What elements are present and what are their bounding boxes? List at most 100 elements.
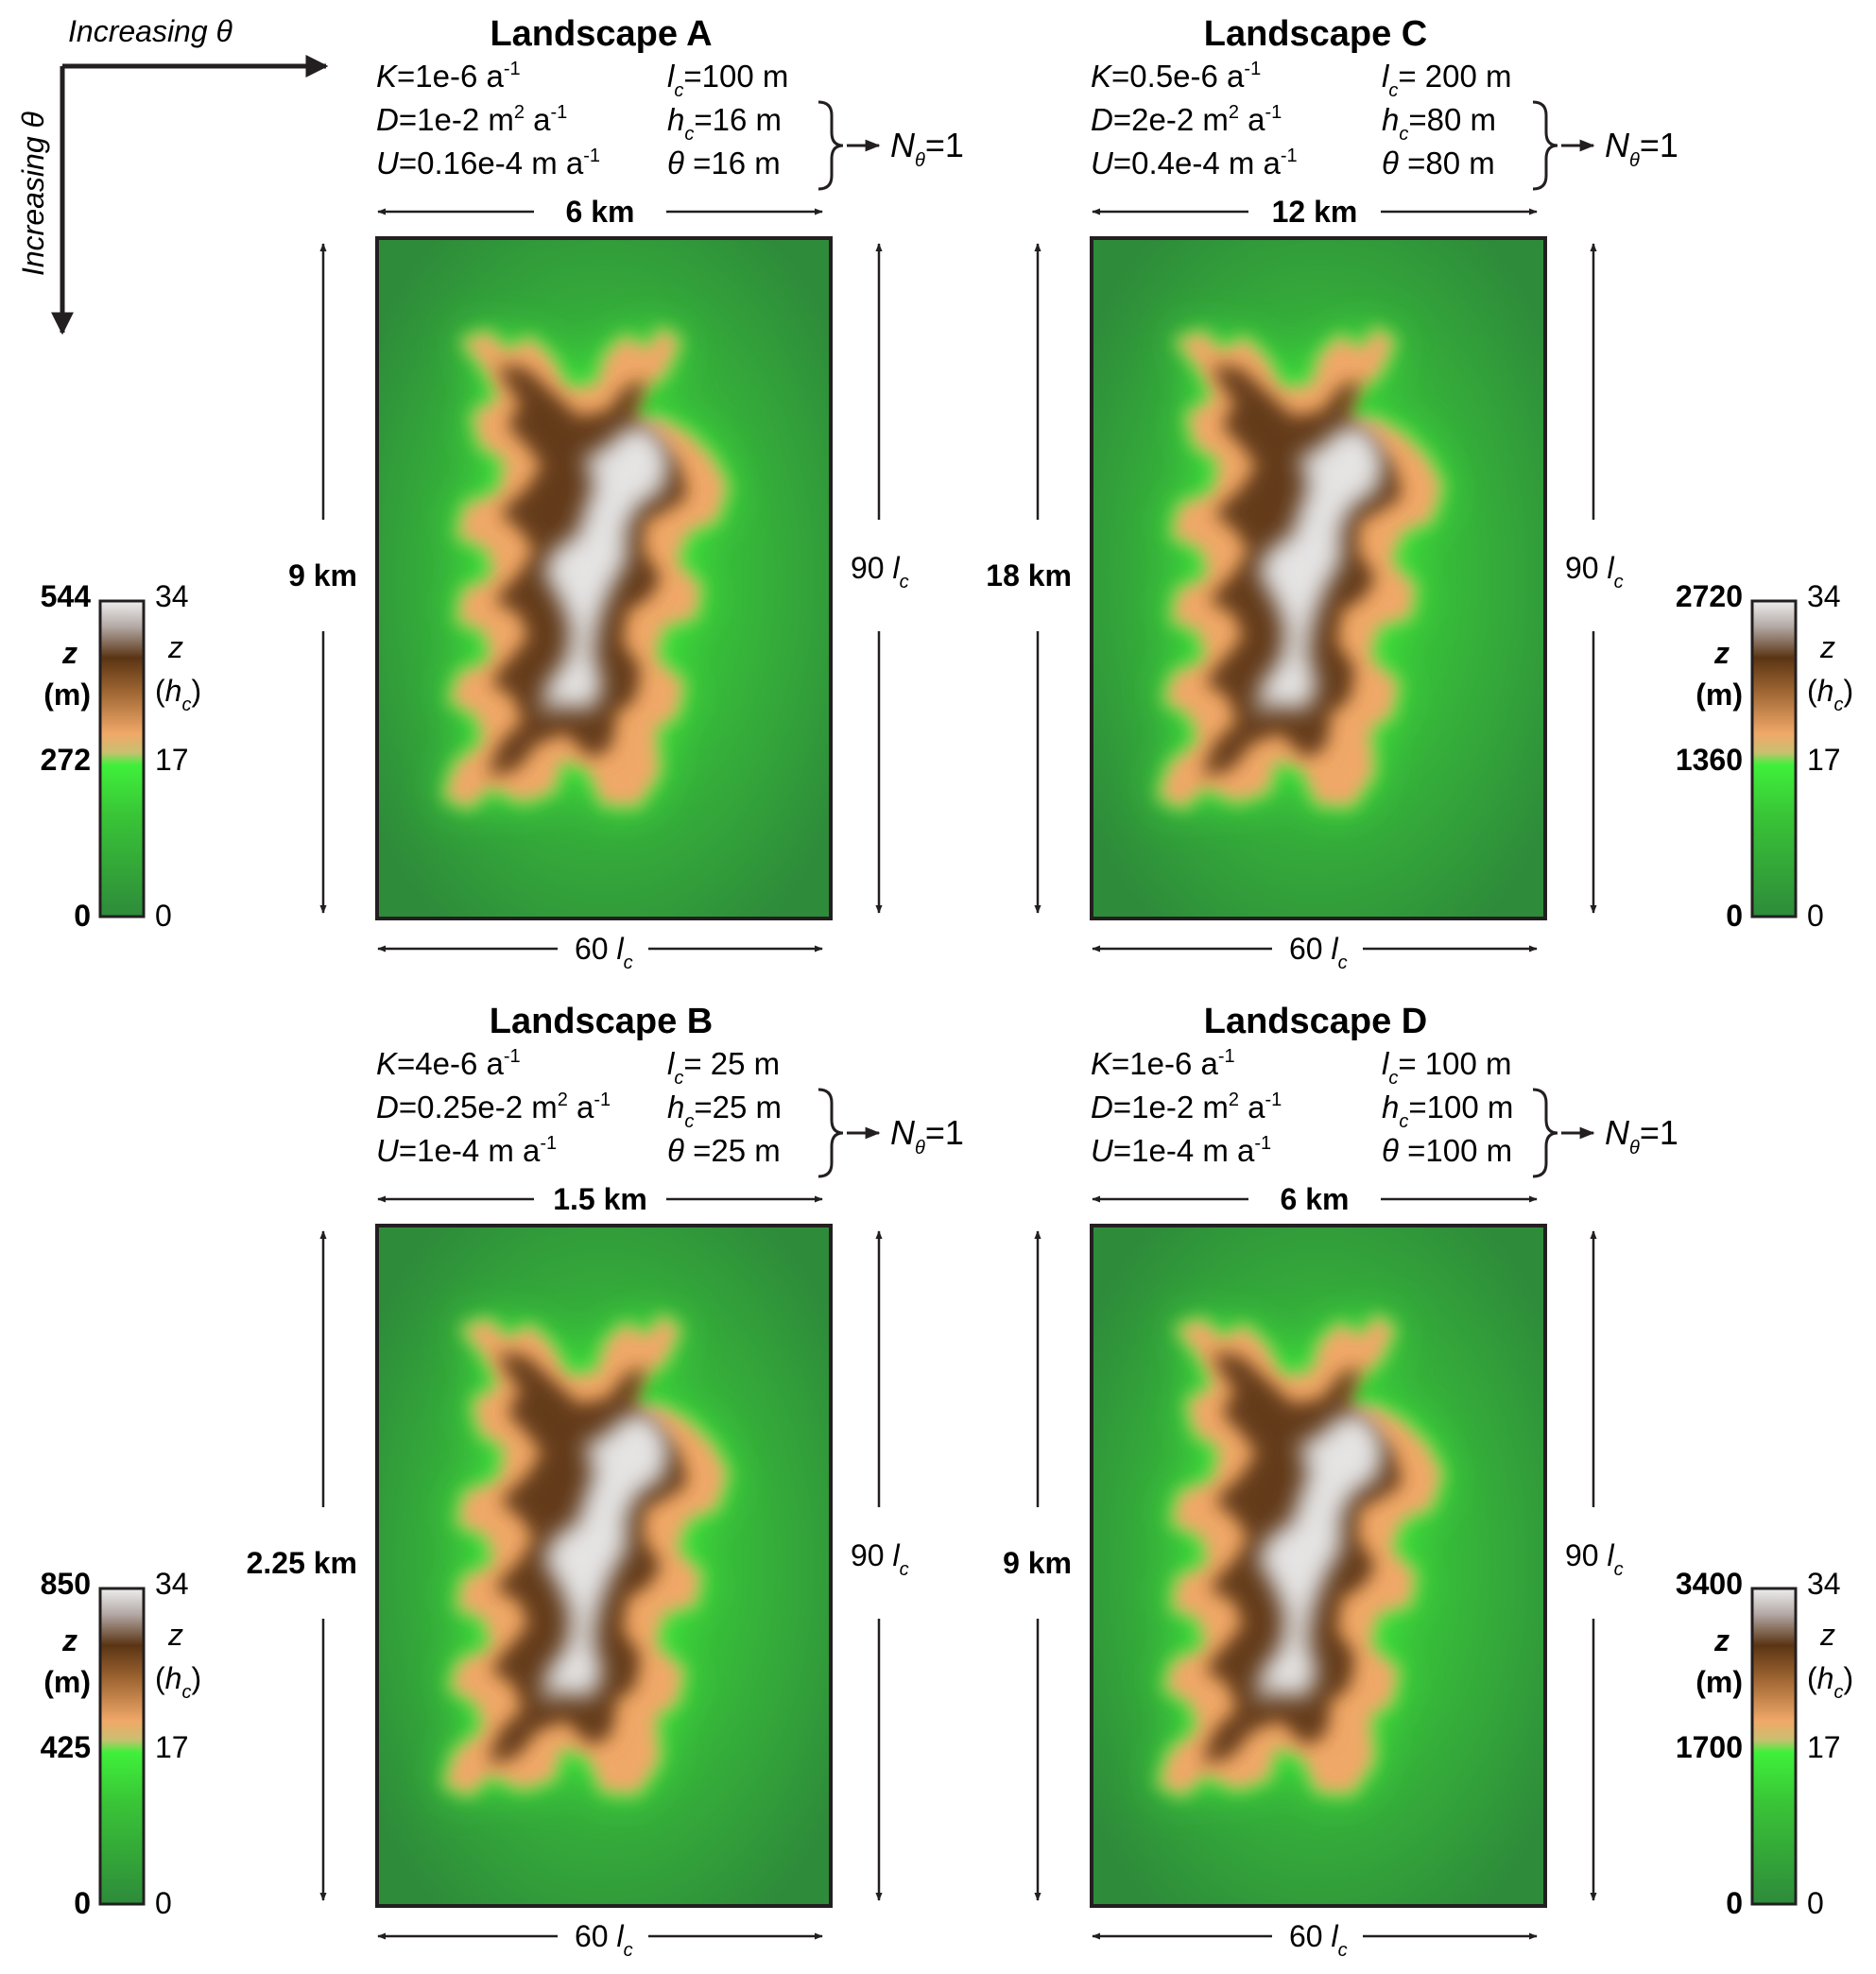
colorbar-hc-top-d: 34 (1807, 1567, 1841, 1601)
colorbar-z-bottom-a: 0 (74, 899, 91, 933)
colorbar-z-top-a: 544 (41, 579, 92, 613)
param-d-a: D=1e-2 m2 a-1 (376, 102, 567, 137)
colorbar-gradient-c (1750, 599, 1798, 918)
colorbar-z-bottom-d: 0 (1726, 1886, 1743, 1920)
landscape-panel-d: Landscape D K=1e-6 a-1 D=1e-2 m2 a-1 U=1e-4… (1003, 1002, 1678, 1961)
ntheta-d: Nθ=1 (1605, 1113, 1678, 1159)
width-label-c: 12 km (1272, 195, 1358, 229)
param-k-b: K=4e-6 a-1 (376, 1046, 521, 1081)
param-k-c: K=0.5e-6 a-1 (1091, 59, 1261, 94)
width-lc-label-a: 60 lc (575, 932, 633, 973)
param-theta-c: θ =80 m (1382, 146, 1495, 180)
colorbar-b: 850 425 0 z (m) 34 17 0 z (hc) (41, 1567, 202, 1920)
param-theta-d: θ =100 m (1382, 1133, 1512, 1168)
landscape-title-b: Landscape B (490, 1002, 714, 1041)
ntheta-b: Nθ=1 (890, 1113, 964, 1159)
brace-b (818, 1088, 844, 1178)
height-label-b: 2.25 km (247, 1546, 357, 1580)
brace-d (1532, 1088, 1558, 1178)
colorbar-gradient-a (98, 599, 146, 918)
colorbar-z-bottom-c: 0 (1726, 899, 1743, 933)
colorbar-z-mid-c: 1360 (1676, 743, 1743, 777)
elevation-map-d (1090, 1224, 1547, 1908)
colorbar-z-axis-d: z (1713, 1623, 1730, 1657)
colorbar-hc-unit-c: (hc) (1807, 674, 1853, 715)
colorbar-z-unit-d: (m) (1695, 1665, 1743, 1699)
colorbar-z-top-b: 850 (41, 1567, 91, 1601)
width-lc-label-d: 60 lc (1289, 1919, 1348, 1961)
colorbar-hc-top-c: 34 (1807, 579, 1841, 613)
elevation-map-a (375, 236, 833, 920)
colorbar-hc-axis-b: z (167, 1618, 183, 1652)
colorbar-hc-top-a: 34 (155, 579, 189, 613)
height-lc-label-c: 90 lc (1565, 551, 1624, 592)
param-hc-c: hc=80 m (1382, 102, 1496, 145)
horizontal-axis-label: Increasing θ (68, 14, 233, 48)
colorbar-hc-bottom-b: 0 (155, 1886, 172, 1920)
param-lc-b: lc= 25 m (667, 1046, 780, 1089)
width-label-b: 1.5 km (553, 1182, 647, 1216)
colorbar-z-top-c: 2720 (1676, 579, 1743, 613)
landscape-title-d: Landscape D (1204, 1002, 1428, 1041)
brace-c (1532, 100, 1558, 191)
width-lc-label-c: 60 lc (1289, 932, 1348, 973)
colorbar-z-bottom-b: 0 (74, 1886, 91, 1920)
colorbar-z-unit-b: (m) (43, 1665, 91, 1699)
colorbar-z-unit-a: (m) (43, 678, 91, 712)
colorbar-hc-top-b: 34 (155, 1567, 189, 1601)
brace-a (818, 100, 844, 191)
colorbar-hc-bottom-c: 0 (1807, 899, 1824, 933)
param-lc-a: lc=100 m (667, 59, 788, 101)
colorbar-hc-axis-a: z (167, 630, 183, 664)
width-label-d: 6 km (1281, 1182, 1350, 1216)
colorbar-hc-axis-c: z (1819, 630, 1835, 664)
param-theta-b: θ =25 m (667, 1133, 781, 1168)
landscape-panel-a: Landscape A K=1e-6 a-1 D=1e-2 m2 a-1 U=0.16… (288, 14, 964, 973)
elevation-map-c (1090, 236, 1547, 920)
param-hc-d: hc=100 m (1382, 1090, 1513, 1132)
colorbar-hc-mid-c: 17 (1807, 743, 1841, 777)
elevation-map-b (375, 1224, 833, 1908)
colorbar-c: 2720 1360 0 z (m) 34 17 0 z (hc) (1676, 579, 1853, 933)
colorbar-hc-mid-b: 17 (155, 1730, 189, 1764)
param-hc-a: hc=16 m (667, 102, 782, 145)
colorbar-gradient-b (98, 1587, 146, 1906)
height-lc-label-b: 90 lc (851, 1538, 909, 1580)
ntheta-a: Nθ=1 (890, 126, 964, 171)
width-lc-label-b: 60 lc (575, 1919, 633, 1961)
param-k-a: K=1e-6 a-1 (376, 59, 521, 94)
height-label-d: 9 km (1003, 1546, 1072, 1580)
param-lc-c: lc= 200 m (1382, 59, 1512, 101)
colorbar-z-axis-a: z (61, 636, 77, 670)
height-lc-label-d: 90 lc (1565, 1538, 1624, 1580)
landscape-panel-b: Landscape B K=4e-6 a-1 D=0.25e-2 m2 a-1 U=1… (247, 1002, 964, 1961)
height-label-c: 18 km (986, 558, 1072, 592)
param-theta-a: θ =16 m (667, 146, 781, 180)
colorbar-z-mid-a: 272 (41, 743, 91, 777)
ntheta-c: Nθ=1 (1605, 126, 1678, 171)
colorbar-a: 544 272 0 z (m) 34 17 0 z (hc) (41, 579, 202, 933)
colorbar-hc-mid-d: 17 (1807, 1730, 1841, 1764)
param-d-c: D=2e-2 m2 a-1 (1091, 102, 1282, 137)
param-u-b: U=1e-4 m a-1 (376, 1133, 557, 1168)
param-d-b: D=0.25e-2 m2 a-1 (376, 1090, 611, 1124)
height-lc-label-a: 90 lc (851, 551, 909, 592)
colorbar-hc-unit-b: (hc) (155, 1661, 201, 1703)
colorbar-z-unit-c: (m) (1695, 678, 1743, 712)
colorbar-z-top-d: 3400 (1676, 1567, 1743, 1601)
param-lc-d: lc= 100 m (1382, 1046, 1512, 1089)
colorbar-gradient-d (1750, 1587, 1798, 1906)
param-k-d: K=1e-6 a-1 (1091, 1046, 1235, 1081)
colorbar-z-mid-b: 425 (41, 1730, 91, 1764)
axis-indicator: Increasing θ Increasing θ (16, 14, 329, 335)
param-d-d: D=1e-2 m2 a-1 (1091, 1090, 1282, 1124)
colorbar-z-mid-d: 1700 (1676, 1730, 1743, 1764)
colorbar-z-axis-b: z (61, 1623, 77, 1657)
landscape-panel-c: Landscape C K=0.5e-6 a-1 D=2e-2 m2 a-1 U=0.… (986, 14, 1678, 973)
colorbar-d: 3400 1700 0 z (m) 34 17 0 z (hc) (1676, 1567, 1853, 1920)
height-label-a: 9 km (288, 558, 357, 592)
colorbar-hc-mid-a: 17 (155, 743, 189, 777)
param-u-c: U=0.4e-4 m a-1 (1091, 146, 1298, 180)
param-u-d: U=1e-4 m a-1 (1091, 1133, 1271, 1168)
param-hc-b: hc=25 m (667, 1090, 782, 1132)
